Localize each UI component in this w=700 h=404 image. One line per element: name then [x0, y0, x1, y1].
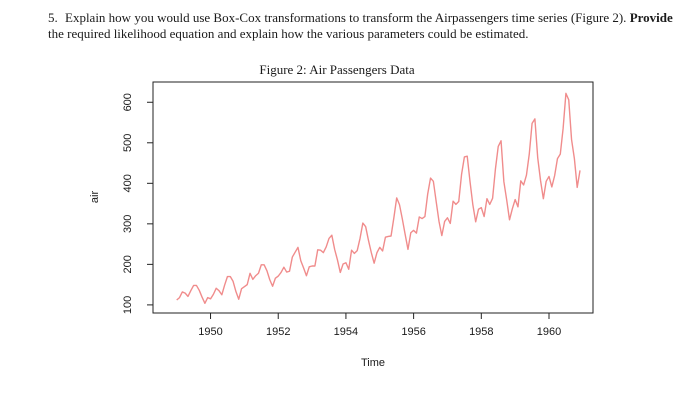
x-tick-label: 1952 — [266, 326, 290, 338]
x-tick-label: 1958 — [469, 326, 493, 338]
y-axis-label: air — [89, 191, 101, 204]
question-text-part1: Explain how you would use Box-Cox transf… — [65, 10, 627, 25]
question-text: 5. Explain how you would use Box-Cox tra… — [48, 10, 688, 42]
x-axis: 1950 1952 1954 1956 1958 1960 — [198, 313, 561, 338]
y-tick-label: 100 — [122, 296, 134, 314]
x-axis-label: Time — [361, 357, 385, 369]
y-tick-label: 400 — [122, 174, 134, 192]
question-number: 5. — [48, 10, 58, 25]
x-tick-label: 1954 — [334, 326, 358, 338]
series-line — [176, 92, 581, 304]
plot-frame — [152, 81, 594, 314]
chart-title: Figure 2: Air Passengers Data — [259, 62, 414, 77]
question-bold-word: Provide — [629, 10, 673, 25]
question-text-part2: the required likelihood equation and exp… — [48, 26, 529, 41]
y-tick-label: 300 — [122, 215, 134, 233]
y-tick-label: 600 — [122, 93, 134, 111]
x-tick-label: 1950 — [198, 326, 222, 338]
y-tick-label: 200 — [122, 255, 134, 273]
y-tick-label: 500 — [122, 134, 134, 152]
x-tick-label: 1956 — [401, 326, 425, 338]
y-axis: 100 200 300 400 500 600 — [122, 93, 153, 314]
x-tick-label: 1960 — [537, 326, 561, 338]
